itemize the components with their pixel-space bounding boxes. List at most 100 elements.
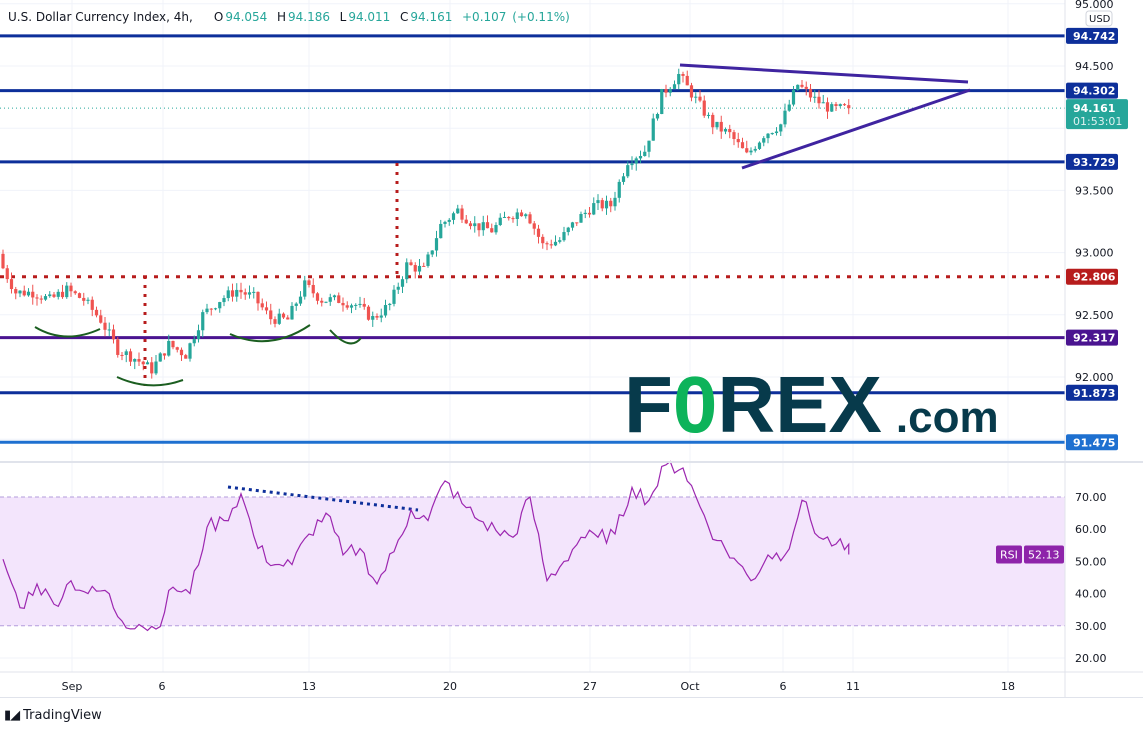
candle bbox=[409, 259, 413, 266]
candle bbox=[783, 103, 787, 128]
candle-body bbox=[621, 176, 626, 182]
candle bbox=[494, 222, 498, 235]
candle bbox=[388, 302, 392, 311]
triangle-upper-trendline[interactable] bbox=[679, 63, 969, 84]
candle-body bbox=[575, 222, 579, 224]
candle bbox=[392, 285, 396, 307]
high-value: 94.186 bbox=[288, 10, 330, 24]
candle-body bbox=[638, 155, 643, 159]
candle-body bbox=[791, 90, 796, 105]
candle bbox=[613, 191, 617, 211]
triangle-lower-trendline[interactable] bbox=[741, 88, 971, 170]
candle bbox=[770, 132, 774, 135]
rsi-band-fill bbox=[0, 497, 1065, 626]
candle bbox=[349, 303, 354, 314]
candle-body bbox=[762, 138, 766, 143]
price-tick-label: 92.500 bbox=[1075, 309, 1114, 322]
candle bbox=[502, 211, 507, 218]
candle bbox=[745, 140, 749, 154]
candle-body bbox=[553, 241, 558, 246]
candle-body bbox=[345, 305, 349, 308]
bottom-arc-1[interactable] bbox=[34, 326, 101, 338]
candle-body bbox=[528, 214, 532, 224]
bottom-arc-3[interactable] bbox=[229, 324, 311, 343]
candle-body bbox=[383, 305, 388, 316]
candle-body bbox=[14, 289, 18, 294]
candle-body bbox=[69, 285, 73, 292]
candle-body bbox=[141, 361, 145, 365]
candle-body bbox=[847, 105, 851, 109]
candle-body bbox=[175, 347, 179, 350]
candle bbox=[396, 282, 400, 294]
candle bbox=[451, 211, 456, 225]
candle-body bbox=[545, 243, 549, 245]
candle bbox=[264, 301, 269, 315]
candle bbox=[184, 353, 188, 359]
tradingview-logo[interactable]: ▮◢ TradingView bbox=[4, 708, 102, 723]
candle-body bbox=[179, 349, 184, 356]
axes[interactable]: 95.000 94.500 93.500 93.000 92.500 92.000 USD S… bbox=[0, 0, 1143, 697]
logo-rex: REX bbox=[717, 360, 882, 449]
close-label: C bbox=[399, 10, 409, 24]
candle bbox=[133, 358, 137, 370]
candle bbox=[303, 275, 307, 300]
candle-body bbox=[99, 315, 103, 323]
level-price-label: 94.742 bbox=[1073, 30, 1115, 43]
candle-body bbox=[120, 354, 124, 356]
candle bbox=[583, 209, 587, 219]
candle-body bbox=[838, 104, 842, 106]
candle bbox=[660, 88, 664, 115]
candle bbox=[35, 294, 39, 306]
candle-body bbox=[52, 294, 56, 297]
candle bbox=[158, 352, 162, 362]
candle-body bbox=[468, 223, 473, 227]
candle bbox=[621, 172, 626, 185]
candle bbox=[111, 324, 116, 344]
candle-body bbox=[732, 132, 736, 140]
candle bbox=[787, 99, 791, 112]
candle bbox=[383, 299, 388, 318]
bottom-arc-4[interactable] bbox=[329, 329, 362, 345]
rsi-line bbox=[2, 460, 850, 632]
candle-body bbox=[439, 223, 443, 239]
candle-body bbox=[617, 181, 621, 198]
candle bbox=[366, 305, 371, 321]
candle bbox=[694, 92, 698, 104]
candle-body bbox=[341, 302, 345, 306]
candle bbox=[558, 237, 562, 244]
candle bbox=[541, 234, 545, 249]
candle-body bbox=[643, 151, 647, 156]
candle bbox=[65, 282, 69, 299]
candle bbox=[834, 102, 838, 111]
candle bbox=[647, 140, 651, 158]
level-price-label-box bbox=[1066, 329, 1118, 346]
candle-body bbox=[320, 300, 324, 303]
candle-body bbox=[426, 254, 430, 266]
candle bbox=[477, 223, 481, 237]
candle-body bbox=[515, 212, 519, 219]
currency-badge: USD bbox=[1085, 10, 1113, 27]
candle bbox=[107, 322, 111, 337]
candle-body bbox=[456, 208, 460, 214]
rsi-value-badge bbox=[1024, 545, 1064, 564]
candle bbox=[439, 219, 443, 239]
candle bbox=[82, 292, 86, 306]
candle-body bbox=[218, 302, 222, 309]
candle-body bbox=[273, 319, 277, 324]
candle bbox=[468, 221, 473, 230]
candle-body bbox=[600, 200, 604, 209]
candle bbox=[43, 293, 48, 301]
candle bbox=[124, 349, 128, 363]
candle bbox=[167, 334, 171, 357]
logo-f: F bbox=[624, 360, 673, 449]
candle bbox=[94, 306, 99, 318]
candle bbox=[137, 352, 141, 367]
candle bbox=[218, 301, 222, 313]
candle bbox=[294, 302, 298, 311]
drawings[interactable] bbox=[34, 63, 971, 512]
candle bbox=[154, 355, 158, 376]
bottom-arc-2[interactable] bbox=[116, 376, 184, 387]
candle bbox=[281, 312, 286, 319]
price-chart[interactable]: F0REX .com 95.000 94.500 93.500 93.000 92.500… bbox=[0, 0, 1143, 697]
candle bbox=[664, 84, 668, 98]
